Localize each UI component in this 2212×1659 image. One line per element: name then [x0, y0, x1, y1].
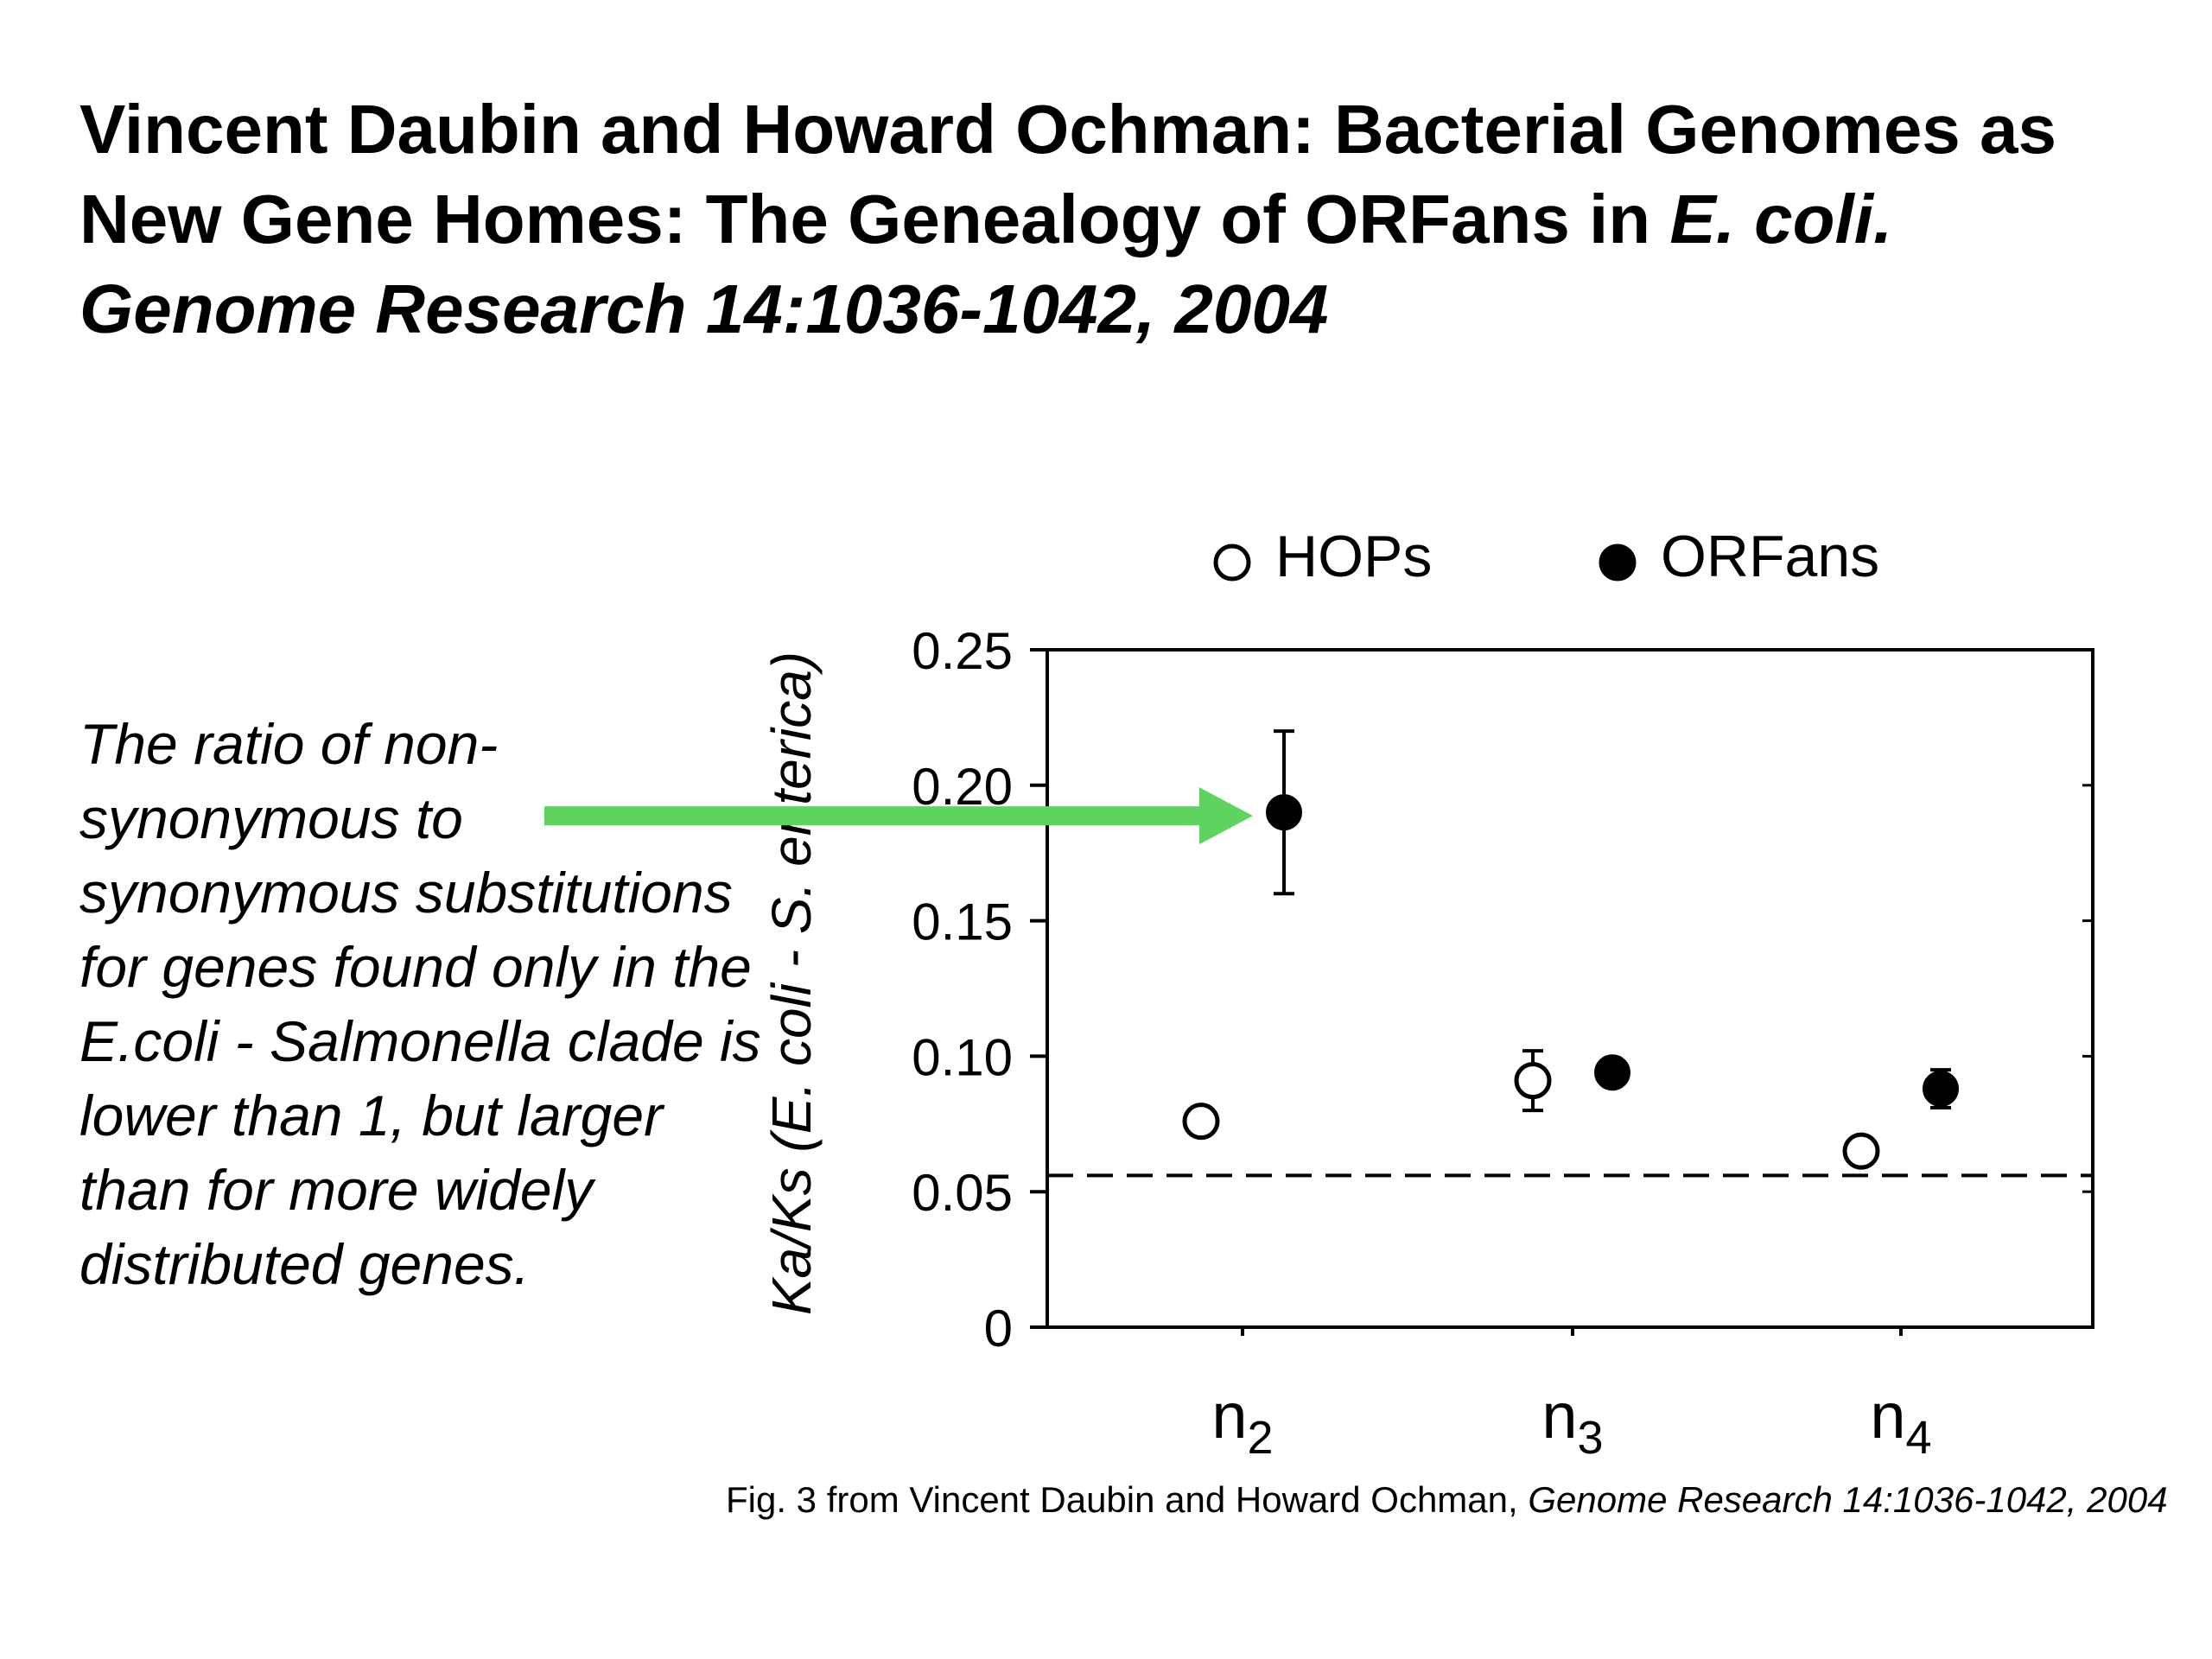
legend-marker-hops	[1213, 543, 1251, 582]
y-tick-label: 0.20	[912, 758, 1013, 816]
x-tick-label: n4	[1870, 1380, 1931, 1464]
title-citation: E. coli. Genome Research 14:1036-1042, 2…	[79, 181, 1893, 347]
orfans-point	[1594, 1054, 1630, 1091]
title-text: Vincent Daubin and Howard Ochman: Bacter…	[79, 91, 2057, 257]
x-tick-label: n2	[1211, 1380, 1273, 1464]
figure-source: Fig. 3 from Vincent Daubin and Howard Oc…	[726, 1479, 2203, 1521]
y-tick-label: 0.10	[912, 1028, 1013, 1086]
y-tick-label: 0.15	[912, 893, 1013, 951]
annotation-arrow	[544, 787, 1253, 845]
orfans-point	[1923, 1071, 1959, 1108]
x-tick-label-main: n	[1870, 1380, 1905, 1452]
legend-label-hops: HOPs	[1275, 524, 1432, 589]
legend-label-orfans: ORFans	[1661, 524, 1879, 589]
arrow-head	[1199, 787, 1253, 845]
x-tick-label-subscript: 2	[1248, 1412, 1274, 1464]
y-axis: 0 0.05 0.10 0.15 0.20 0.25	[912, 622, 2093, 1357]
plot-frame	[1046, 648, 2094, 1329]
legend: HOPs ORFans	[1213, 524, 1879, 589]
arrow-shaft	[544, 806, 1201, 826]
x-tick-label-main: n	[1541, 1380, 1577, 1452]
x-tick-label: n3	[1541, 1380, 1603, 1464]
footer-text: Fig. 3 from Vincent Daubin and Howard Oc…	[726, 1479, 1529, 1520]
y-tick-label: 0.25	[912, 622, 1013, 680]
hops-point	[1182, 1103, 1220, 1141]
orfans-point	[1266, 794, 1302, 831]
x-tick-label-subscript: 3	[1578, 1412, 1604, 1464]
slide-title: Vincent Daubin and Howard Ochman: Bacter…	[79, 85, 2171, 354]
caption-text: The ratio of non-synonymous to synonymou…	[79, 712, 761, 1296]
y-axis-label: Ka/Ks (E. coli - S. enterica)	[760, 652, 823, 1315]
data-points	[1182, 729, 1959, 1170]
hops-point	[1842, 1132, 1880, 1170]
hops-point	[1514, 1062, 1552, 1100]
y-tick-label: 0	[984, 1300, 1013, 1357]
legend-marker-orfans	[1599, 543, 1637, 582]
x-tick-label-main: n	[1211, 1380, 1247, 1452]
x-axis: n2 n3 n4	[1211, 1327, 1932, 1464]
footer-citation: Genome Research 14:1036-1042, 2004	[1528, 1479, 2168, 1520]
x-tick-label-subscript: 4	[1906, 1412, 1932, 1464]
y-tick-label: 0.05	[912, 1164, 1013, 1222]
